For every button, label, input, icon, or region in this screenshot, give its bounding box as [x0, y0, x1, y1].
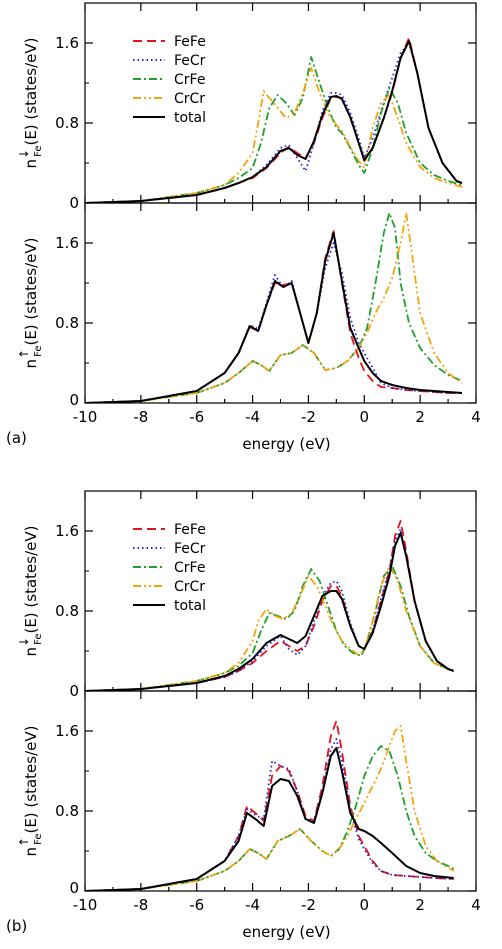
y-axis-label-rest: (E) (states/eV) — [22, 726, 40, 834]
y-axis-label-sub: Fe — [33, 634, 44, 645]
series-line-crfe — [85, 745, 455, 891]
legend-label-crfe: CrFe — [174, 560, 205, 576]
plot-frame — [84, 202, 477, 404]
x-tick-label: 4 — [471, 896, 481, 914]
x-tick-label: -4 — [245, 896, 260, 914]
plot-1: 00.81.6n↓ Fe(E) (states/eV) FeFeFeCrCrFeCr… — [17, 2, 477, 212]
series-line-crcr — [85, 67, 463, 203]
legend-label-crfe: CrFe — [174, 72, 205, 88]
y-axis-label-n: n — [22, 359, 40, 369]
y-axis-label-n: n — [22, 847, 40, 857]
series-line-crfe — [85, 56, 463, 203]
plot-frame — [84, 2, 477, 204]
legend-label-total: total — [174, 110, 206, 126]
plot-3: 00.81.6n↓ Fe(E) (states/eV) FeFeFeCrCrFeCr… — [17, 490, 477, 700]
y-axis-label-n: n — [22, 647, 40, 657]
plot-4: 0 0.8 1.6 n↑ Fe(E) (states/eV) -10 -8 -6 -4 -2 0 2 4… — [6, 690, 481, 941]
y-axis-label-spin: ↓ — [17, 149, 31, 159]
x-tick-label: -10 — [73, 896, 98, 914]
x-tick-label: -4 — [245, 408, 260, 426]
x-tick-label: -10 — [73, 408, 98, 426]
x-tick-label: 2 — [415, 408, 425, 426]
y-tick-label: 0.8 — [55, 114, 79, 132]
y-axis-label-n: n — [22, 159, 40, 169]
y-tick-label: 1.6 — [55, 34, 79, 52]
y-axis-label-spin: ↑ — [17, 837, 31, 847]
x-tick-label: -6 — [189, 896, 204, 914]
legend: FeFe FeCr CrFe CrCr total — [133, 34, 206, 126]
series-line-fefe — [85, 230, 462, 403]
series-line-total — [85, 40, 463, 203]
panel-label: (b) — [6, 917, 27, 935]
plot-2: 0 0.8 1.6 n↑ Fe(E) (states/eV) -10 -8 -6 -4 -2 0 2 4… — [6, 202, 481, 453]
y-axis-label: n↑ Fe(E) (states/eV) — [17, 726, 44, 857]
x-tick-label: -2 — [301, 896, 316, 914]
y-tick-label: 0 — [69, 194, 79, 212]
y-axis-label-sub: Fe — [33, 834, 44, 845]
x-tick-label: 4 — [471, 408, 481, 426]
legend-label-fefe: FeFe — [174, 522, 206, 538]
y-axis-label-rest: (E) (states/eV) — [22, 238, 40, 346]
series-line-fecr — [85, 42, 463, 203]
y-tick-label: 1.6 — [55, 522, 79, 540]
x-axis-label: energy (eV) — [242, 435, 330, 453]
legend-label-fecr: FeCr — [174, 53, 206, 69]
y-axis-label-spin: ↓ — [17, 637, 31, 647]
plot-frame — [84, 690, 477, 892]
legend: FeFe FeCr CrFe CrCr total — [133, 522, 206, 614]
series-line-fecr — [85, 242, 462, 403]
series-line-crcr — [85, 565, 455, 691]
x-tick-label: 0 — [360, 896, 370, 914]
plot-frame — [84, 490, 477, 692]
legend-label-fecr: FeCr — [174, 541, 206, 557]
series-line-crfe — [85, 212, 463, 403]
x-tick-label: -8 — [133, 408, 148, 426]
series-line-total — [85, 232, 463, 403]
series-line-crcr — [85, 725, 455, 891]
panel-label: (a) — [6, 429, 27, 447]
y-axis-label-sub: Fe — [33, 346, 44, 357]
y-axis-label-rest: (E) (states/eV) — [22, 526, 40, 634]
series-line-fefe — [85, 37, 463, 203]
series-line-crfe — [85, 565, 455, 691]
x-axis-label: energy (eV) — [242, 923, 330, 941]
y-axis-label: n↑ Fe(E) (states/eV) — [17, 238, 44, 369]
series-line-total — [85, 747, 454, 891]
legend-label-total: total — [174, 598, 206, 614]
x-tick-label: -2 — [301, 408, 316, 426]
series-line-fefe — [85, 720, 454, 891]
y-axis-label: n↓ Fe(E) (states/eV) — [17, 38, 44, 169]
series-line-crcr — [85, 212, 463, 403]
y-tick-label: 0.8 — [55, 314, 79, 332]
legend-label-crcr: CrCr — [174, 91, 205, 107]
y-axis-label-spin: ↑ — [17, 349, 31, 359]
x-tick-label: -6 — [189, 408, 204, 426]
series-line-total — [85, 532, 455, 691]
series-line-fecr — [85, 738, 454, 891]
x-tick-label: 2 — [415, 896, 425, 914]
y-axis-label-sub: Fe — [33, 146, 44, 157]
x-tick-label: 0 — [360, 408, 370, 426]
y-tick-label: 1.6 — [55, 722, 79, 740]
y-tick-label: 0.8 — [55, 802, 79, 820]
series-line-fecr — [85, 528, 455, 691]
y-axis-label-rest: (E) (states/eV) — [22, 38, 40, 146]
y-tick-label: 0.8 — [55, 602, 79, 620]
y-tick-label: 0 — [69, 879, 79, 897]
legend-label-fefe: FeFe — [174, 34, 206, 50]
y-tick-label: 1.6 — [55, 234, 79, 252]
y-tick-label: 0 — [69, 391, 79, 409]
y-tick-label: 0 — [69, 682, 79, 700]
y-axis-label: n↓ Fe(E) (states/eV) — [17, 526, 44, 657]
x-tick-label: -8 — [133, 896, 148, 914]
legend-label-crcr: CrCr — [174, 579, 205, 595]
